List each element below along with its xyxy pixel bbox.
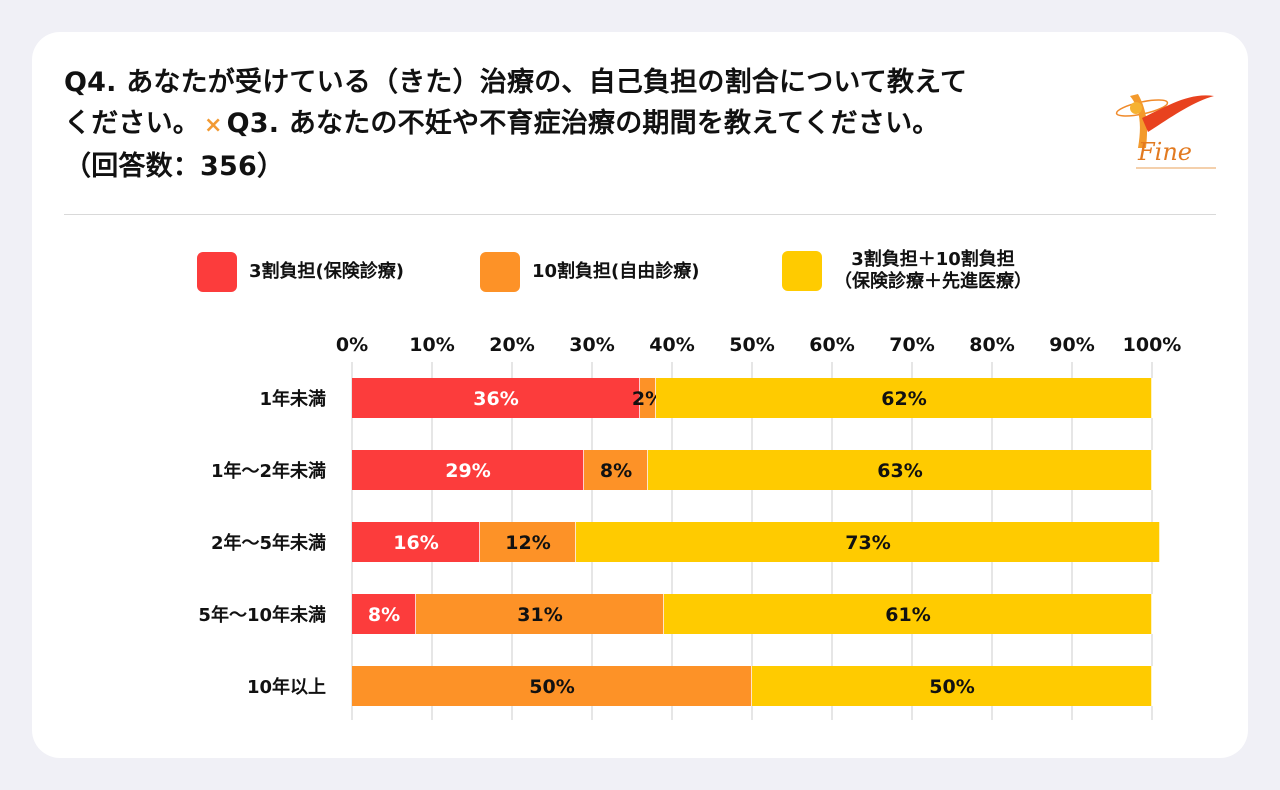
- bar-segment: [648, 450, 1152, 490]
- bar-value-label: 16%: [393, 532, 438, 554]
- bar-segment: [416, 594, 664, 634]
- bar-value-label: 50%: [929, 676, 974, 698]
- category-label: 2年〜5年未満: [211, 532, 326, 554]
- legend-item-combined: 3割負担＋10割負担 （保険診療＋先進医療）: [782, 249, 1032, 293]
- x-tick-label: 10%: [409, 334, 454, 356]
- legend-swatch-orange: [480, 252, 520, 292]
- bar-value-label: 50%: [529, 676, 574, 698]
- legend-swatch-red: [197, 252, 237, 292]
- category-label: 10年以上: [247, 676, 326, 698]
- divider: [64, 214, 1216, 215]
- bar-segment: [656, 378, 1152, 418]
- x-tick-label: 100%: [1123, 334, 1182, 356]
- bar-value-label: 62%: [881, 388, 926, 410]
- bar-segment: [352, 594, 416, 634]
- bar-segment: [576, 522, 1160, 562]
- x-tick-label: 0%: [336, 334, 368, 356]
- bar-segment: [352, 666, 752, 706]
- logo-text: Fine: [1137, 138, 1192, 166]
- bar-segment: [352, 522, 480, 562]
- bar-segment: [352, 450, 584, 490]
- bar-value-label: 12%: [505, 532, 550, 554]
- x-tick-label: 50%: [729, 334, 774, 356]
- legend-label-insured: 3割負担(保険診療): [249, 261, 404, 282]
- legend-label-combined-line2: （保険診療＋先進医療）: [834, 271, 1032, 292]
- bar-segment: [352, 378, 640, 418]
- x-tick-label: 20%: [489, 334, 534, 356]
- bar-value-label: 63%: [877, 460, 922, 482]
- category-label: 5年〜10年未満: [198, 604, 326, 626]
- bar-segment: [752, 666, 1152, 706]
- legend-swatch-yellow: [782, 251, 822, 291]
- bar-segment: [480, 522, 576, 562]
- fine-logo: Fine: [1115, 94, 1216, 169]
- x-tick-label: 80%: [969, 334, 1014, 356]
- title-line-1: Q4. あなたが受けている（きた）治療の、自己負担の割合について教えて: [64, 67, 968, 98]
- title-line-2: ください。 × Q3. あなたの不妊や不育症治療の期間を教えてください。: [64, 103, 1094, 146]
- title-line-2b: Q3. あなたの不妊や不育症治療の期間を教えてください。: [226, 108, 940, 139]
- x-tick-label: 90%: [1049, 334, 1094, 356]
- bar-value-label: 31%: [517, 604, 562, 626]
- legend-label-self-pay: 10割負担(自由診療): [532, 261, 700, 282]
- legend-label-combined: 3割負担＋10割負担 （保険診療＋先進医療）: [834, 249, 1032, 293]
- response-count: （回答数：356）: [64, 151, 285, 182]
- x-tick-label: 60%: [809, 334, 854, 356]
- bar-segment: [584, 450, 648, 490]
- chart-title: Q4. あなたが受けている（きた）治療の、自己負担の割合について教えて ください…: [64, 62, 1094, 187]
- bar-value-label: 36%: [473, 388, 518, 410]
- bar-value-label: 61%: [885, 604, 930, 626]
- bar-segment: [640, 378, 656, 418]
- bar-value-label: 8%: [600, 460, 632, 482]
- bar-value-label: 8%: [368, 604, 400, 626]
- title-line-2a: ください。: [64, 108, 200, 139]
- legend-item-self-pay: 10割負担(自由診療): [480, 252, 700, 292]
- bar-value-label: 73%: [845, 532, 890, 554]
- legend-label-combined-line1: 3割負担＋10割負担: [851, 249, 1015, 270]
- x-tick-label: 70%: [889, 334, 934, 356]
- x-tick-label: 40%: [649, 334, 694, 356]
- category-label: 1年〜2年未満: [211, 460, 326, 482]
- legend-item-insured: 3割負担(保険診療): [197, 252, 404, 292]
- cross-icon: ×: [204, 113, 223, 138]
- category-label: 1年未満: [259, 388, 326, 410]
- bar-value-label: 29%: [445, 460, 490, 482]
- bar-segment: [664, 594, 1152, 634]
- x-tick-label: 30%: [569, 334, 614, 356]
